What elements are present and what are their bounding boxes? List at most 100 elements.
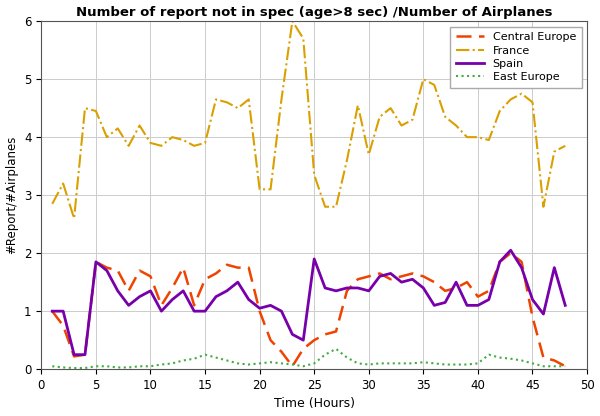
Spain	[354, 285, 361, 290]
France	[92, 109, 100, 114]
Central Europe	[551, 358, 558, 363]
Central Europe	[179, 265, 187, 270]
France	[496, 109, 503, 114]
Central Europe	[125, 288, 132, 293]
Spain	[332, 288, 340, 293]
Spain	[343, 285, 350, 290]
Central Europe	[92, 259, 100, 264]
France	[562, 144, 569, 149]
Spain	[463, 303, 470, 308]
East Europe	[158, 362, 165, 367]
East Europe	[322, 352, 329, 357]
East Europe	[398, 361, 405, 366]
Central Europe	[147, 274, 154, 279]
East Europe	[376, 361, 383, 366]
East Europe	[529, 361, 536, 366]
France	[202, 141, 209, 146]
East Europe	[49, 364, 56, 369]
France	[387, 106, 394, 111]
Central Europe	[529, 314, 536, 319]
Spain	[398, 280, 405, 285]
Central Europe	[463, 280, 470, 285]
East Europe	[551, 364, 558, 369]
Central Europe	[311, 338, 318, 343]
Central Europe	[398, 274, 405, 279]
Spain	[125, 303, 132, 308]
Spain	[278, 309, 285, 314]
East Europe	[332, 347, 340, 352]
France	[267, 187, 274, 192]
Legend: Central Europe, France, Spain, East Europe: Central Europe, France, Spain, East Euro…	[451, 27, 581, 88]
East Europe	[202, 352, 209, 357]
East Europe	[409, 361, 416, 366]
East Europe	[245, 362, 253, 367]
East Europe	[485, 352, 493, 357]
Central Europe	[332, 329, 340, 334]
Central Europe	[485, 288, 493, 293]
Central Europe	[562, 364, 569, 369]
Spain	[103, 268, 110, 273]
East Europe	[311, 361, 318, 366]
Line: Central Europe: Central Europe	[52, 253, 565, 366]
East Europe	[136, 364, 143, 369]
Central Europe	[518, 259, 525, 264]
Central Europe	[191, 303, 198, 308]
Spain	[431, 303, 438, 308]
Central Europe	[343, 288, 350, 293]
France	[256, 187, 263, 192]
X-axis label: Time (Hours): Time (Hours)	[274, 397, 355, 411]
Central Europe	[278, 349, 285, 354]
East Europe	[463, 362, 470, 367]
East Europe	[354, 361, 361, 366]
Spain	[387, 271, 394, 276]
Spain	[82, 352, 89, 357]
Spain	[158, 309, 165, 314]
Central Europe	[103, 265, 110, 270]
France	[223, 100, 230, 105]
Spain	[540, 312, 547, 317]
Central Europe	[256, 309, 263, 314]
France	[147, 141, 154, 146]
Spain	[147, 288, 154, 293]
Spain	[507, 248, 514, 253]
Spain	[551, 265, 558, 270]
Spain	[267, 303, 274, 308]
East Europe	[442, 362, 449, 367]
Spain	[179, 288, 187, 293]
Central Europe	[442, 288, 449, 293]
East Europe	[191, 356, 198, 361]
Central Europe	[387, 277, 394, 282]
France	[332, 204, 340, 209]
Central Europe	[59, 323, 67, 328]
Spain	[169, 297, 176, 302]
East Europe	[125, 365, 132, 370]
East Europe	[496, 355, 503, 360]
Spain	[496, 259, 503, 264]
Central Europe	[212, 271, 220, 276]
East Europe	[540, 364, 547, 369]
East Europe	[169, 361, 176, 366]
Central Europe	[169, 285, 176, 290]
Central Europe	[158, 303, 165, 308]
Spain	[311, 256, 318, 261]
Spain	[475, 303, 482, 308]
Central Europe	[496, 259, 503, 264]
France	[179, 138, 187, 143]
Line: East Europe: East Europe	[52, 349, 565, 368]
East Europe	[507, 356, 514, 361]
East Europe	[278, 361, 285, 366]
Line: Spain: Spain	[52, 250, 565, 355]
France	[311, 172, 318, 177]
East Europe	[518, 358, 525, 363]
Central Europe	[354, 277, 361, 282]
Spain	[136, 294, 143, 299]
Central Europe	[376, 271, 383, 276]
Spain	[529, 297, 536, 302]
Central Europe	[322, 332, 329, 337]
France	[507, 97, 514, 102]
Central Europe	[49, 309, 56, 314]
France	[114, 126, 121, 131]
Spain	[256, 306, 263, 311]
Line: France: France	[52, 21, 565, 218]
East Europe	[82, 366, 89, 371]
